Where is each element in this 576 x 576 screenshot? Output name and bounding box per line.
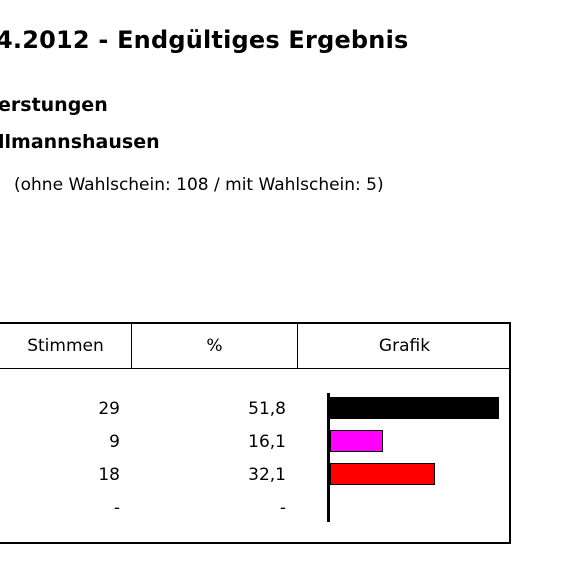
bar-axis: [327, 393, 330, 522]
column-header-votes: Stimmen: [27, 336, 104, 356]
table-row: - -: [0, 492, 509, 525]
table-row: 18 32,1: [0, 459, 509, 492]
column-divider: [297, 324, 298, 368]
table-row: 9 16,1: [0, 426, 509, 459]
ballot-note: (ohne Wahlschein: 108 / mit Wahlschein: …: [14, 175, 384, 195]
percent-cell: -: [279, 498, 286, 518]
votes-cell: -: [113, 498, 120, 518]
votes-cell: 18: [98, 465, 120, 485]
column-divider: [131, 324, 132, 368]
votes-cell: 9: [109, 432, 120, 452]
table-row: 29 51,8: [0, 393, 509, 426]
percent-cell: 16,1: [248, 432, 286, 452]
percent-cell: 51,8: [248, 399, 286, 419]
votes-cell: 29: [98, 399, 120, 419]
results-table: Stimmen % Grafik 29 51,8 9 16,1 18 32,1 …: [0, 322, 511, 544]
region-heading: erstungen: [0, 94, 108, 116]
result-bar: [330, 397, 499, 419]
page-title: 4.2012 - Endgültiges Ergebnis: [0, 26, 409, 54]
percent-cell: 32,1: [248, 465, 286, 485]
column-header-percent: %: [206, 336, 223, 356]
table-header: Stimmen % Grafik: [0, 324, 509, 369]
district-heading: llmannshausen: [0, 131, 160, 153]
column-header-graphic: Grafik: [378, 336, 431, 356]
result-bar: [330, 463, 435, 485]
result-bar: [330, 430, 383, 452]
